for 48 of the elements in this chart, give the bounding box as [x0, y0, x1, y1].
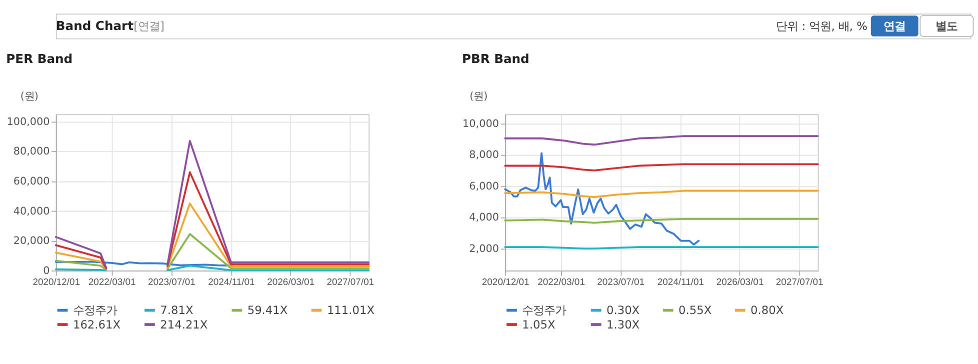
y-tick-label: 2,000 — [469, 242, 499, 255]
y-tick-label: 100,000 — [6, 116, 50, 128]
x-tick-label: 2026/03/01 — [267, 277, 315, 288]
legend-label: 1.30X — [606, 317, 640, 332]
y-tick-label: 6,000 — [469, 180, 499, 192]
y-axis-title: (원) — [20, 90, 38, 102]
x-tick-label: 2023/07/01 — [597, 277, 645, 288]
line-series — [504, 190, 819, 198]
line-series — [504, 152, 700, 246]
legend-label: 7.81X — [160, 303, 194, 318]
text: Band Chart — [56, 18, 134, 33]
legend-label: 111.01X — [326, 303, 375, 318]
x-tick-label: 2024/11/01 — [657, 277, 704, 288]
text: 별도 — [936, 18, 958, 33]
text: 단위 : 억원, 배, % — [776, 18, 868, 33]
legend-label: 수정주가 — [72, 303, 117, 318]
y-tick-label: 8,000 — [469, 149, 499, 162]
x-tick-label: 2020/12/01 — [32, 277, 80, 288]
chart-title: PBR Band — [462, 52, 530, 66]
x-tick-label: 2023/07/01 — [148, 277, 196, 288]
legend-label: 0.30X — [606, 303, 640, 318]
legend-label: 0.55X — [678, 303, 712, 318]
line-series — [504, 135, 819, 146]
legend-label: 59.41X — [247, 303, 288, 318]
legend-label: 1.05X — [522, 317, 556, 332]
x-tick-label: 2022/03/01 — [88, 277, 136, 288]
x-tick-label: 2020/12/01 — [482, 277, 530, 288]
y-axis-title: (원) — [470, 90, 488, 102]
legend-label: 수정주가 — [522, 303, 566, 318]
x-tick-label: 2027/07/01 — [326, 277, 374, 288]
x-tick-label: 2022/03/01 — [538, 277, 585, 288]
y-tick-label: 40,000 — [13, 205, 50, 218]
y-tick-label: 4,000 — [469, 212, 499, 224]
x-tick-label: 2024/11/01 — [208, 277, 255, 288]
y-tick-label: 80,000 — [13, 146, 50, 158]
legend-label: 0.80X — [750, 303, 784, 318]
y-tick-label: 60,000 — [13, 175, 50, 188]
line-series — [504, 163, 819, 172]
legend-label: 162.61X — [72, 317, 121, 332]
legend-label: 214.21X — [160, 317, 208, 332]
text: 연결 — [884, 18, 906, 33]
y-tick-label: 0 — [43, 264, 50, 277]
chart-title: PER Band — [6, 52, 73, 66]
x-tick-label: 2026/03/01 — [716, 277, 764, 288]
x-tick-label: 2027/07/01 — [776, 277, 824, 288]
text: [연결] — [134, 18, 164, 33]
y-tick-label: 20,000 — [13, 235, 50, 248]
y-tick-label: 10,000 — [462, 118, 499, 130]
